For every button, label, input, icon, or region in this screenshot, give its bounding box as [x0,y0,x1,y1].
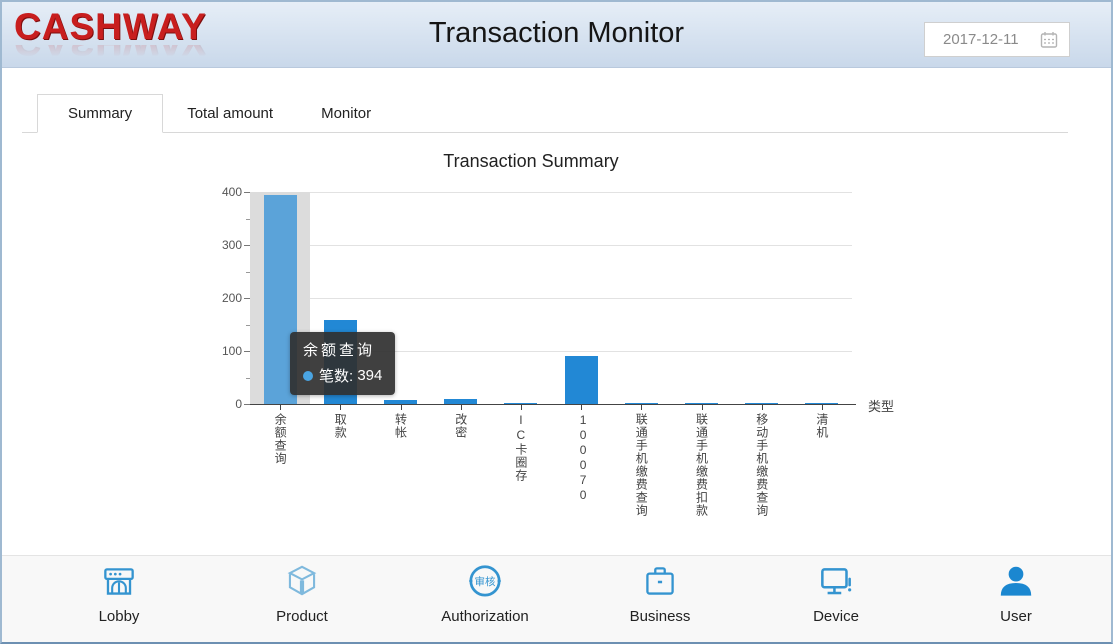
y-axis-tick [244,404,250,405]
nav-label-device: Device [813,608,859,625]
chart-title: Transaction Summary [443,151,619,171]
y-axis-label: 100 [221,344,242,358]
nav-item-business[interactable]: Business [590,561,730,625]
x-axis-tick [400,405,402,410]
chart-bar[interactable] [685,402,718,404]
tab-summary[interactable]: Summary [37,94,164,133]
tab-bar: Summary Total amount Monitor [22,93,1068,133]
nav-label-user: User [1000,608,1032,625]
nav-item-product[interactable]: Product [232,561,372,625]
nav-item-user[interactable]: User [946,561,1086,625]
chart-bar[interactable] [444,398,478,404]
x-axis-tick [701,405,703,410]
nav-label-authorization: Authorization [441,608,529,625]
product-cube-icon [287,565,317,596]
x-axis-tick [280,405,282,410]
user-icon [1000,566,1032,596]
authorization-stamp-icon: 审核 [469,565,501,597]
y-axis-tick [244,298,250,299]
bottom-navbar: Lobby Product 审核 Authorization [2,555,1111,642]
x-axis-tick [520,405,522,410]
x-axis-label: 移动手机缴费查询 [754,413,769,517]
x-axis-label: 转帐 [393,413,408,439]
chart-bar[interactable] [564,356,598,404]
y-axis-minor-tick [246,324,250,326]
x-axis-tick [581,405,583,410]
gridline [250,351,852,352]
x-axis-label: 改密 [453,413,468,439]
calendar-icon[interactable] [1039,30,1059,50]
y-axis-tick [244,192,250,193]
logo-text: CASHWAY [14,6,207,47]
header: CASHWAY CASHWAY Transaction Monitor 2017… [2,2,1111,68]
gridline [250,245,852,246]
x-axis-tick [821,405,823,410]
tooltip-marker-dot [303,370,313,381]
gridline [250,298,852,299]
x-axis-tick [641,405,643,410]
x-axis-label: 联通手机缴费查询 [634,413,649,517]
device-monitor-icon [821,568,852,595]
y-axis-label: 200 [221,291,242,305]
y-axis-tick [244,351,250,352]
x-axis-name: 类型 [868,399,895,414]
authorization-stamp-text: 审核 [475,575,496,588]
x-axis-tick [340,405,342,410]
y-axis-minor-tick [246,271,250,273]
tab-monitor[interactable]: Monitor [321,105,372,122]
tooltip-series-category: 余额查询 [303,342,376,359]
x-axis-label: 100070 [576,413,591,503]
x-axis-label: IC卡圈存 [513,413,528,482]
y-axis-label: 0 [235,397,242,411]
gridline [250,192,852,193]
y-axis-label: 400 [221,185,242,199]
x-axis-line [250,404,856,405]
nav-item-authorization[interactable]: 审核 Authorization [415,561,555,625]
tab-total-amount[interactable]: Total amount [187,105,274,122]
chart-tooltip: 余额查询 笔数: 394 [290,332,396,395]
x-axis-tick [761,405,763,410]
x-axis-label: 余额查询 [273,413,288,465]
page-title: Transaction Monitor [428,17,685,49]
date-picker[interactable]: 2017-12-11 [924,22,1070,57]
y-axis-tick [244,245,250,246]
nav-item-lobby[interactable]: Lobby [49,561,189,625]
x-axis-label: 联通手机缴费扣款 [694,413,709,517]
x-axis-tick [460,405,462,410]
lobby-icon [104,568,134,595]
chart-bar[interactable] [745,402,779,404]
tooltip-label: 笔数: [319,368,354,385]
y-axis-minor-tick [246,218,250,220]
chart-bar[interactable] [504,402,538,404]
y-axis-minor-tick [246,377,250,379]
chart-bar[interactable] [384,400,417,404]
business-briefcase-icon [646,567,674,595]
nav-item-device[interactable]: Device [766,561,906,625]
x-axis-label: 清机 [814,413,829,439]
tooltip-value: 394 [357,367,383,384]
y-axis-label: 300 [221,238,242,252]
nav-label-product: Product [276,608,328,625]
nav-label-lobby: Lobby [98,608,140,625]
x-axis-label: 取款 [333,413,348,439]
chart-bar[interactable] [624,402,658,404]
chart-bar[interactable] [805,403,839,404]
nav-label-business: Business [629,608,691,625]
date-value: 2017-12-11 [943,31,1019,48]
cashway-logo: CASHWAY CASHWAY [14,8,207,61]
